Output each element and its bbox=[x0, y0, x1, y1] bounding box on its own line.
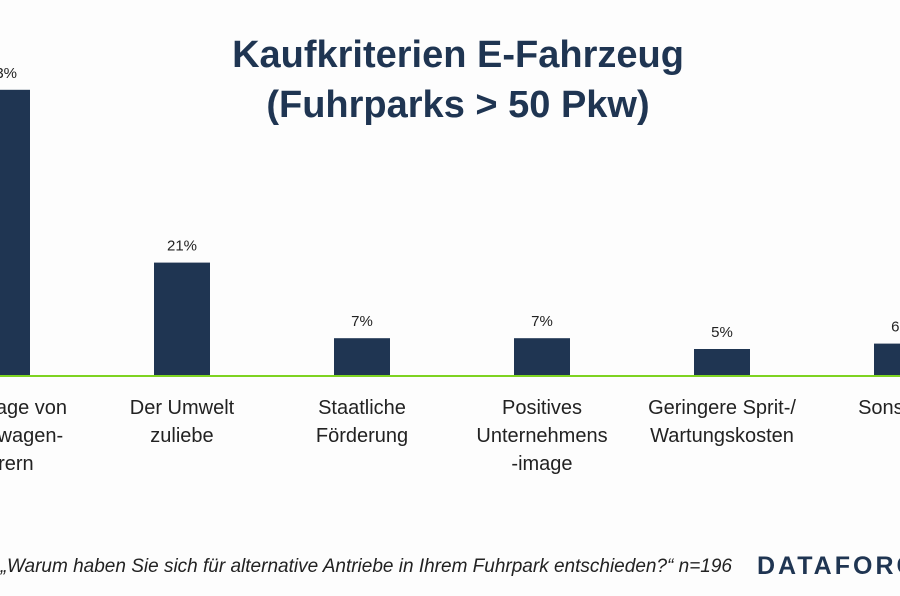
chart-title: Kaufkriterien E-Fahrzeug (Fuhrparks > 50… bbox=[232, 34, 684, 126]
x-tick-label: Der Umwelt zuliebe bbox=[129, 397, 235, 447]
bar bbox=[334, 338, 390, 376]
value-label: 7% bbox=[351, 313, 373, 330]
x-tick-label: Staatliche Förderung bbox=[315, 397, 409, 447]
x-tick-label: Geringere Sprit-/ Wartungskosten bbox=[648, 397, 796, 447]
x-tick-label: Nachfrage von Dienstwagen- fahrern bbox=[0, 397, 68, 475]
value-label: 21% bbox=[167, 238, 197, 255]
x-tick-label: Positives Unternehmens -image bbox=[476, 397, 608, 475]
bar bbox=[154, 262, 210, 376]
logo: DATAFORCE bbox=[757, 552, 900, 580]
bar bbox=[514, 338, 570, 376]
value-label: 6% bbox=[891, 319, 900, 336]
value-label: 5% bbox=[711, 324, 733, 341]
bar bbox=[874, 343, 900, 376]
x-tick-label: Sonstiges bbox=[858, 397, 900, 419]
bar bbox=[0, 89, 30, 377]
bar bbox=[694, 349, 750, 376]
footnote: „Warum haben Sie sich für alternative An… bbox=[0, 556, 732, 577]
value-label: 53% bbox=[0, 65, 17, 82]
value-label: 7% bbox=[531, 313, 553, 330]
